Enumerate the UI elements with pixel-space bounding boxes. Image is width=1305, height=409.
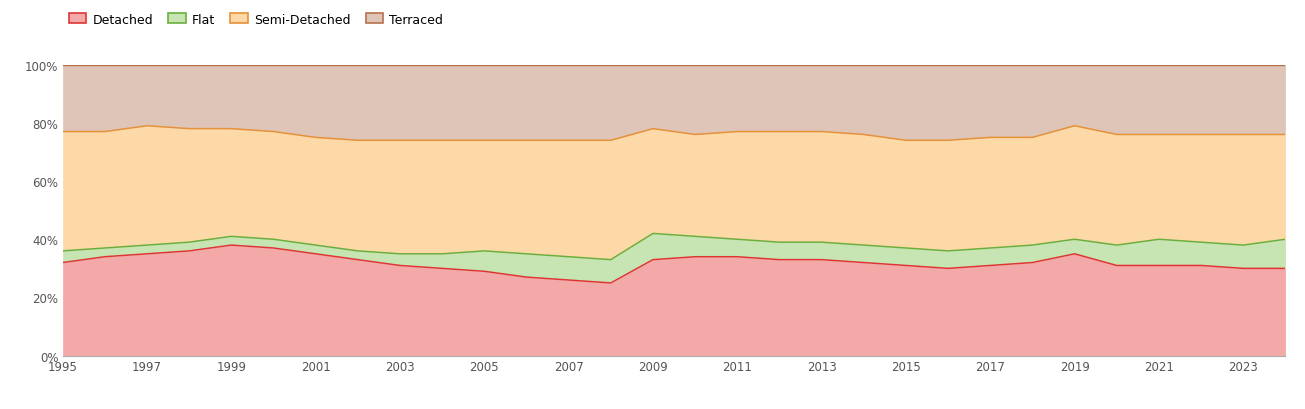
Legend: Detached, Flat, Semi-Detached, Terraced: Detached, Flat, Semi-Detached, Terraced [69,13,444,27]
